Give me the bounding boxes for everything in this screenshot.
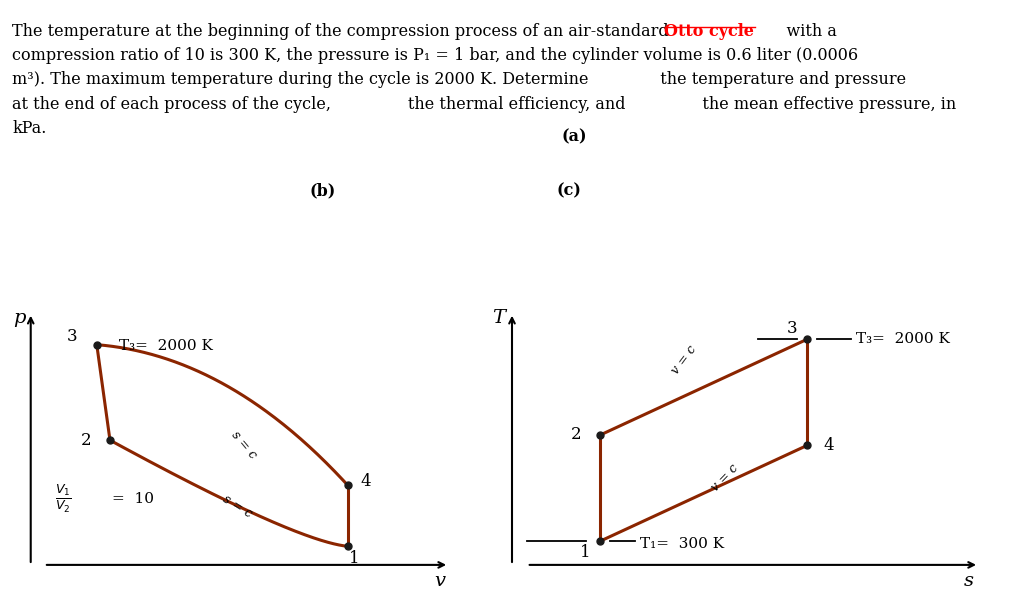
Text: 2: 2 [81,432,91,449]
Text: $\frac{V_1}{V_2}$: $\frac{V_1}{V_2}$ [55,482,72,514]
Text: s = c: s = c [228,429,259,462]
Text: s = c: s = c [220,492,254,520]
Text: s: s [965,572,974,590]
Text: (c): (c) [556,182,581,200]
Text: 4: 4 [823,437,835,454]
Text: The temperature at the beginning of the compression process of an air-standard  : The temperature at the beginning of the … [12,23,956,137]
Text: T: T [493,309,505,327]
Text: v: v [435,572,445,590]
Text: p: p [13,309,26,327]
Text: 3: 3 [68,328,78,345]
Text: Otto cycle: Otto cycle [664,23,754,40]
Text: v = c: v = c [709,461,740,494]
Text: T₃=  2000 K: T₃= 2000 K [119,339,213,353]
Text: 3: 3 [786,320,798,337]
Text: T₁=  300 K: T₁= 300 K [640,537,724,551]
Text: =  10: = 10 [113,491,155,505]
Text: T₃=  2000 K: T₃= 2000 K [856,332,950,346]
Text: (b): (b) [309,182,336,200]
Text: v = c: v = c [670,343,699,377]
Text: 1: 1 [581,545,591,561]
Text: (a): (a) [561,129,587,146]
Text: 4: 4 [360,473,371,490]
Text: 1: 1 [349,550,359,567]
Text: 2: 2 [570,426,582,443]
